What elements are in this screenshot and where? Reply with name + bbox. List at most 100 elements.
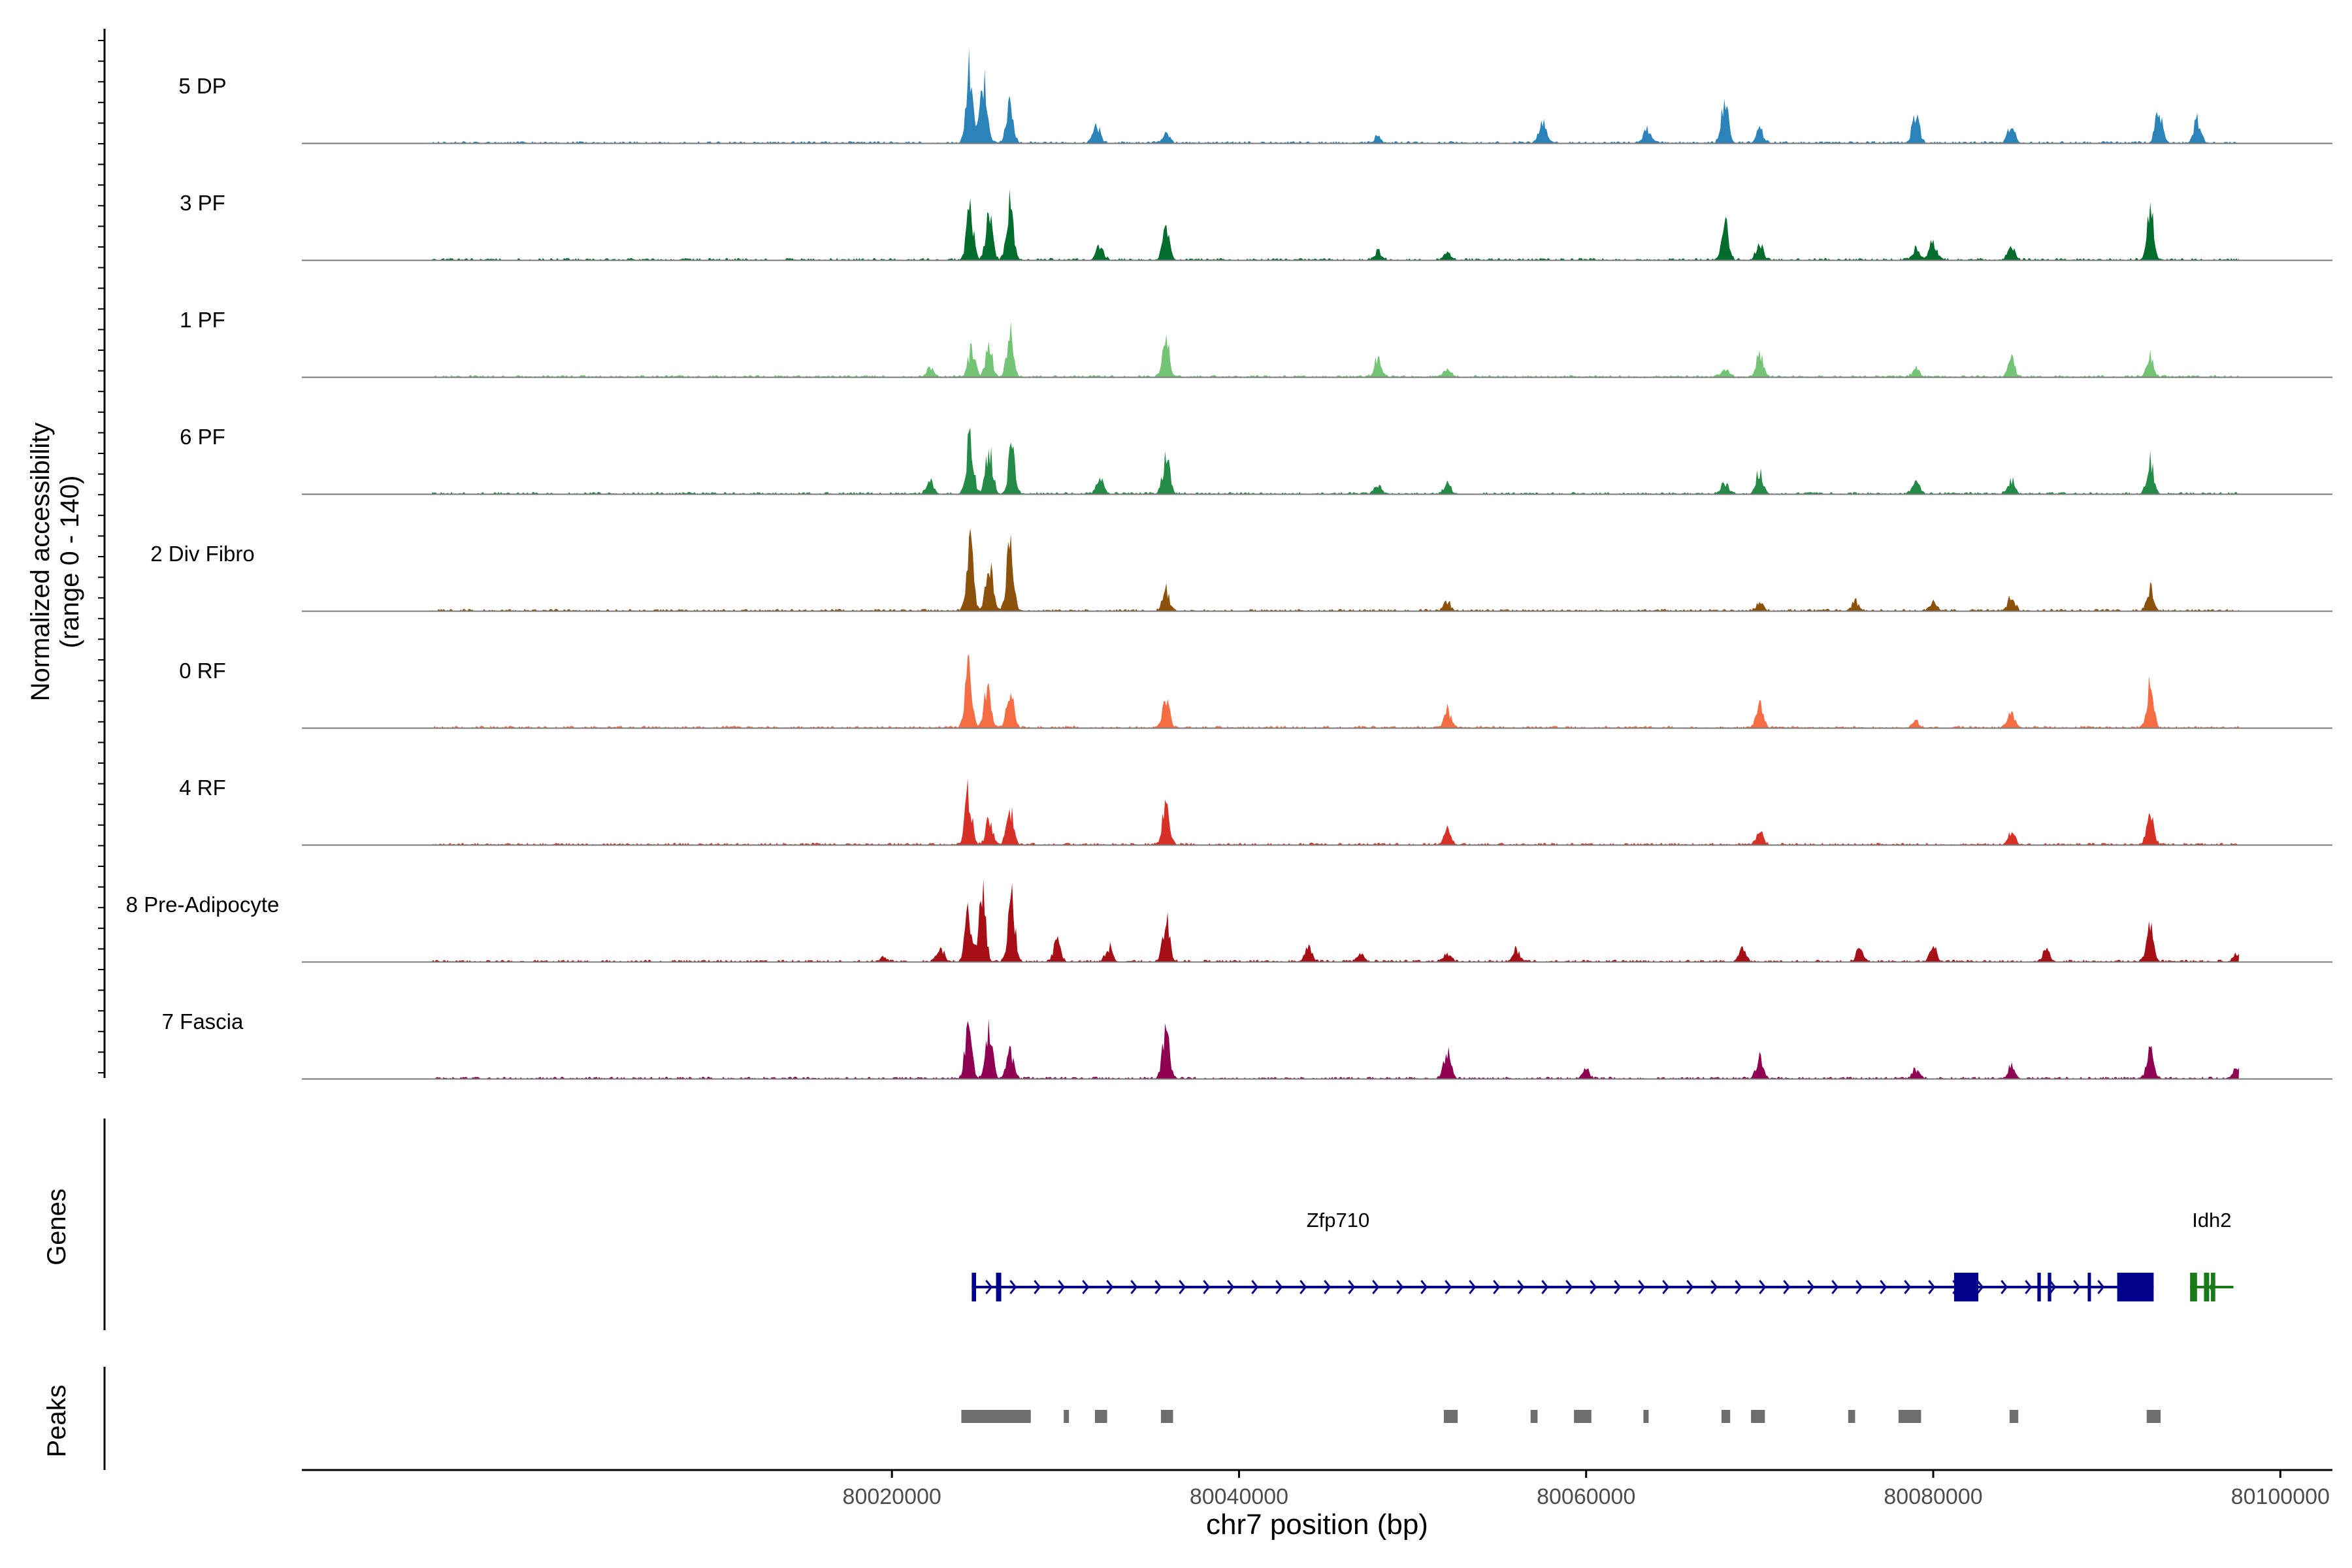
strand-arrow <box>2097 1280 2105 1294</box>
y-axis-label-line1: Normalized accessibility <box>26 423 55 702</box>
strand-arrow <box>1928 1280 1936 1294</box>
strand-arrow <box>1106 1280 1114 1294</box>
peak-region <box>1574 1410 1592 1423</box>
exon <box>2087 1273 2091 1301</box>
strand-arrow <box>1735 1280 1742 1294</box>
exon <box>2190 1273 2197 1301</box>
strand-arrow <box>1638 1280 1646 1294</box>
track-label-4: 6 PF <box>180 425 225 449</box>
coverage-track-5 <box>432 528 2240 611</box>
strand-arrow <box>1445 1280 1452 1294</box>
exon <box>2211 1273 2215 1301</box>
strand-arrow <box>1831 1280 1839 1294</box>
track-label-7: 4 RF <box>179 776 226 800</box>
exon <box>2048 1273 2051 1301</box>
exon <box>972 1273 977 1301</box>
peak-region <box>1443 1410 1458 1423</box>
strand-arrow <box>1976 1280 1984 1294</box>
left-axis <box>98 29 106 1078</box>
strand-arrow <box>1541 1280 1549 1294</box>
strand-arrow <box>2001 1280 2008 1294</box>
peak-region <box>1848 1410 1855 1423</box>
strand-arrow <box>1179 1280 1186 1294</box>
strand-arrow <box>1590 1280 1597 1294</box>
x-tick-label: 80040000 <box>1190 1484 1288 1509</box>
y-axis-label-line2: (range 0 - 140) <box>56 476 84 649</box>
strand-arrow <box>1299 1280 1307 1294</box>
peak-region <box>2146 1410 2161 1423</box>
track-label-9: 7 Fascia <box>162 1009 244 1034</box>
exon <box>2117 1273 2154 1301</box>
peak-region <box>1751 1410 1765 1423</box>
strand-arrow <box>1565 1280 1573 1294</box>
strand-arrow <box>985 1280 993 1294</box>
strand-arrow <box>1662 1280 1670 1294</box>
gene-label-idh2: Idh2 <box>2192 1209 2231 1232</box>
peak-region <box>1643 1410 1649 1423</box>
x-axis: 80020000 80040000 80060000 80080000 80100000 <box>302 1469 2332 1509</box>
coverage-track-6 <box>432 654 2240 728</box>
peak-region <box>1721 1410 1731 1423</box>
exon <box>2037 1273 2041 1301</box>
strand-arrow <box>1227 1280 1235 1294</box>
strand-arrow <box>2073 1280 2081 1294</box>
strand-arrow <box>1880 1280 1887 1294</box>
strand-arrow <box>1251 1280 1259 1294</box>
strand-arrow <box>1082 1280 1090 1294</box>
exon <box>2204 1273 2210 1301</box>
x-tick-label: 80020000 <box>843 1484 941 1509</box>
strand-arrow <box>1807 1280 1815 1294</box>
x-tick-label: 80080000 <box>1884 1484 1982 1509</box>
strand-arrow <box>2049 1280 2057 1294</box>
coverage-track-2 <box>432 189 2240 260</box>
track-label-2: 3 PF <box>180 191 225 215</box>
peak-region <box>2009 1410 2019 1423</box>
peak-region <box>1898 1410 1921 1423</box>
x-tick-label: 80060000 <box>1537 1484 1635 1509</box>
strand-arrow <box>1904 1280 1912 1294</box>
strand-arrow <box>1469 1280 1477 1294</box>
track-label-1: 5 DP <box>178 74 226 98</box>
strand-arrow <box>1324 1280 1331 1294</box>
track-label-3: 1 PF <box>180 308 225 332</box>
x-axis-label: chr7 position (bp) <box>1206 1509 1428 1541</box>
strand-arrow <box>1058 1280 1066 1294</box>
strand-arrow <box>1783 1280 1791 1294</box>
peak-region <box>1530 1410 1538 1423</box>
track-label-6: 0 RF <box>179 659 226 683</box>
x-tick-label: 80100000 <box>2231 1484 2330 1509</box>
strand-arrow <box>1396 1280 1404 1294</box>
strand-arrow <box>1420 1280 1428 1294</box>
peaks-label: Peaks <box>42 1384 71 1457</box>
strand-arrow <box>1372 1280 1380 1294</box>
coverage-track-1 <box>432 48 2240 143</box>
peak-region <box>1094 1410 1107 1423</box>
coverage-track-4 <box>432 427 2240 494</box>
strand-arrow <box>1517 1280 1525 1294</box>
strand-arrow <box>1009 1280 1017 1294</box>
coverage-track-9 <box>432 1019 2240 1079</box>
strand-arrow <box>1493 1280 1501 1294</box>
strand-arrow <box>2025 1280 2033 1294</box>
coverage-tracks: 5 DP 3 PF 1 PF 6 PF 2 Div Fibro 0 RF 4 RF 8 Pre… <box>126 48 2332 1080</box>
strand-arrow <box>1130 1280 1138 1294</box>
strand-arrow <box>1686 1280 1694 1294</box>
exon <box>1953 1273 1979 1301</box>
peak-region <box>1160 1410 1173 1423</box>
strand-arrow <box>1154 1280 1162 1294</box>
coverage-track-8 <box>432 879 2240 962</box>
strand-arrow <box>1348 1280 1356 1294</box>
strand-arrow <box>1203 1280 1211 1294</box>
exon <box>996 1273 1002 1301</box>
peak-region <box>961 1410 1031 1423</box>
strand-arrow <box>1759 1280 1767 1294</box>
peak-region <box>1064 1410 1070 1423</box>
strand-arrow <box>1034 1280 1041 1294</box>
gene-label-zfp710: Zfp710 <box>1307 1209 1370 1232</box>
coverage-track-7 <box>432 778 2240 845</box>
strand-arrow <box>1710 1280 1718 1294</box>
strand-arrow <box>1855 1280 1863 1294</box>
peaks-panel <box>103 1367 2161 1470</box>
track-label-5: 2 Div Fibro <box>150 542 255 566</box>
